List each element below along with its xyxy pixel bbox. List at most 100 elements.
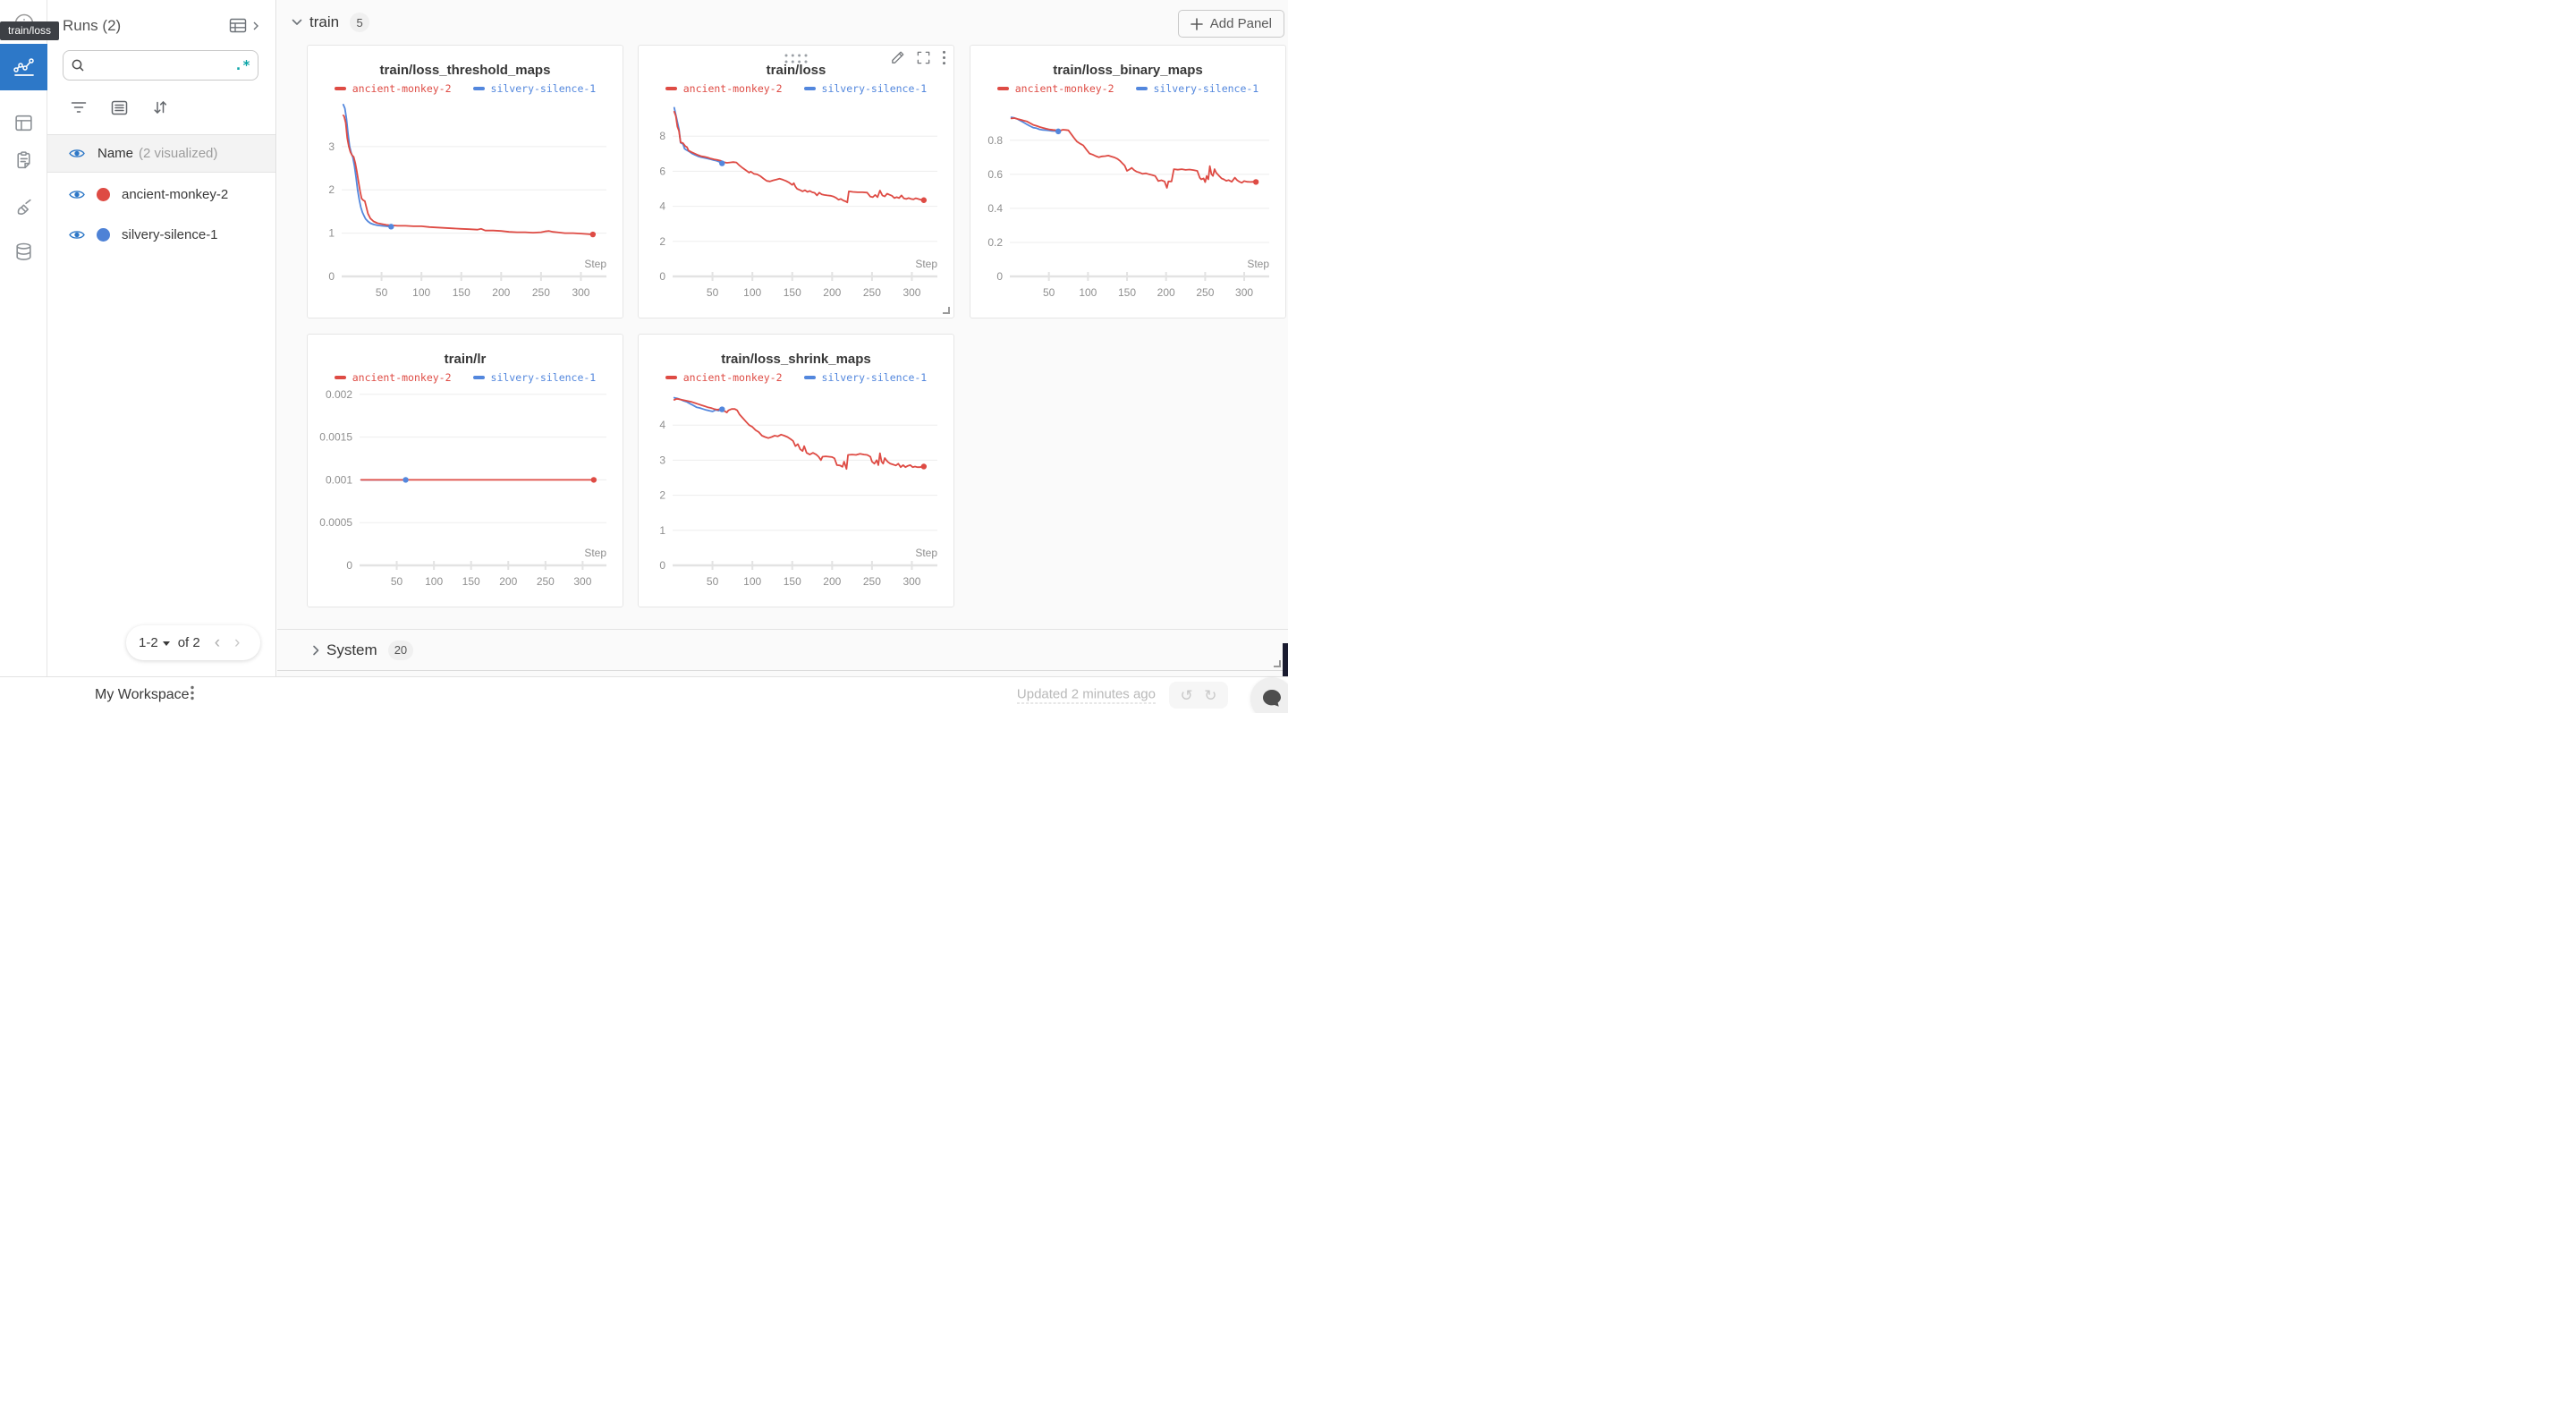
left-icon-rail bbox=[0, 0, 47, 676]
open-runs-table-button[interactable] bbox=[229, 17, 259, 35]
svg-text:8: 8 bbox=[659, 130, 665, 142]
sidebar-item-sweeps[interactable] bbox=[0, 184, 47, 231]
svg-text:2: 2 bbox=[328, 183, 335, 196]
visibility-eye-icon[interactable] bbox=[69, 229, 85, 241]
svg-text:100: 100 bbox=[743, 575, 761, 588]
caret-down-icon bbox=[162, 641, 170, 646]
svg-text:Step: Step bbox=[1247, 258, 1269, 270]
panel-train-loss-binary-maps: train/loss_binary_maps ancient-monkey-2 s… bbox=[970, 45, 1286, 318]
chevron-right-icon bbox=[313, 645, 319, 655]
chevron-down-icon bbox=[292, 19, 302, 25]
legend-run-name: silvery-silence-1 bbox=[821, 82, 928, 95]
legend-run-name: ancient-monkey-2 bbox=[352, 371, 452, 384]
svg-text:200: 200 bbox=[499, 575, 517, 588]
svg-text:200: 200 bbox=[1157, 286, 1175, 299]
kebab-menu-icon[interactable] bbox=[942, 50, 946, 65]
svg-text:50: 50 bbox=[707, 575, 719, 588]
chart-plot[interactable]: 0 1 2 3 50 100 150 200 250 300 Step bbox=[308, 96, 624, 316]
help-chat-button[interactable] bbox=[1250, 677, 1288, 713]
edit-pencil-icon[interactable] bbox=[890, 50, 905, 65]
legend-color-dash bbox=[1135, 87, 1148, 90]
svg-text:50: 50 bbox=[1043, 286, 1055, 299]
train-section-toggle[interactable]: train 5 bbox=[292, 13, 370, 32]
page-range-dropdown[interactable]: 1-2 bbox=[139, 635, 158, 650]
section-resize-handle[interactable] bbox=[1274, 660, 1281, 667]
undo-button[interactable]: ↺ bbox=[1180, 686, 1193, 704]
svg-text:150: 150 bbox=[784, 575, 801, 588]
search-icon bbox=[72, 59, 84, 72]
visibility-eye-icon[interactable] bbox=[69, 189, 85, 200]
svg-text:200: 200 bbox=[492, 286, 510, 299]
regex-toggle[interactable]: .* bbox=[233, 56, 250, 73]
svg-text:1: 1 bbox=[659, 524, 665, 537]
legend-run-name: ancient-monkey-2 bbox=[682, 82, 783, 95]
visibility-all-eye-icon[interactable] bbox=[69, 148, 85, 159]
filter-icon[interactable] bbox=[71, 100, 87, 115]
svg-text:0.0005: 0.0005 bbox=[319, 516, 352, 529]
columns-icon[interactable] bbox=[111, 100, 128, 115]
run-search-box: .* bbox=[63, 50, 258, 81]
runs-table-icon bbox=[229, 18, 247, 33]
chart-legend: ancient-monkey-2 silvery-silence-1 bbox=[308, 81, 623, 96]
sort-icon[interactable] bbox=[152, 99, 168, 115]
panel-resize-handle[interactable] bbox=[943, 307, 950, 314]
svg-text:Step: Step bbox=[584, 547, 606, 559]
legend-run-name: silvery-silence-1 bbox=[1153, 82, 1259, 95]
svg-text:50: 50 bbox=[391, 575, 403, 588]
legend-entry: ancient-monkey-2 bbox=[665, 82, 783, 95]
add-panel-label: Add Panel bbox=[1209, 16, 1272, 31]
legend-color-dash bbox=[665, 87, 677, 90]
train-panel-count-badge: 5 bbox=[350, 13, 370, 32]
legend-color-dash bbox=[472, 376, 485, 379]
legend-color-dash bbox=[334, 87, 346, 90]
legend-color-dash bbox=[665, 376, 677, 379]
legend-entry: ancient-monkey-2 bbox=[665, 371, 783, 384]
svg-text:150: 150 bbox=[1118, 286, 1136, 299]
sidebar-item-charts[interactable] bbox=[0, 44, 47, 90]
svg-text:150: 150 bbox=[453, 286, 470, 299]
run-name-label: silvery-silence-1 bbox=[122, 227, 218, 242]
next-page-button[interactable]: › bbox=[234, 633, 241, 652]
database-icon bbox=[16, 242, 31, 260]
svg-text:300: 300 bbox=[902, 286, 920, 299]
legend-entry: silvery-silence-1 bbox=[472, 371, 596, 384]
workspace-menu-kebab-icon[interactable] bbox=[191, 685, 194, 705]
chat-bubble-icon bbox=[1263, 690, 1281, 707]
redo-button[interactable]: ↻ bbox=[1204, 686, 1217, 704]
run-search-input[interactable] bbox=[85, 58, 234, 72]
add-panel-button[interactable]: Add Panel bbox=[1177, 10, 1284, 38]
panel-train-loss-threshold-maps: train/loss_threshold_maps ancient-monkey… bbox=[307, 45, 623, 318]
system-section-toggle[interactable]: System 20 bbox=[277, 629, 1288, 671]
svg-text:100: 100 bbox=[1079, 286, 1097, 299]
chart-plot[interactable]: 0 0.2 0.4 0.6 0.8 50 100 150 200 250 300 Step bbox=[970, 96, 1287, 316]
sidebar-item-tables[interactable] bbox=[0, 99, 47, 146]
prev-page-button[interactable]: ‹ bbox=[214, 633, 221, 652]
last-updated-label[interactable]: Updated 2 minutes ago bbox=[1016, 686, 1156, 704]
legend-run-name: ancient-monkey-2 bbox=[352, 82, 452, 95]
run-row-silvery-silence-1[interactable]: silvery-silence-1 bbox=[47, 215, 275, 255]
svg-text:0.001: 0.001 bbox=[326, 473, 352, 486]
chart-plot[interactable]: 0 2 4 6 8 50 100 150 200 250 300 Step bbox=[639, 96, 955, 316]
sidebar-item-logs[interactable] bbox=[0, 136, 47, 182]
svg-text:0: 0 bbox=[328, 270, 335, 283]
sidebar-item-artifacts[interactable] bbox=[0, 228, 47, 275]
svg-text:3: 3 bbox=[328, 140, 335, 153]
svg-text:300: 300 bbox=[572, 286, 589, 299]
broom-icon bbox=[17, 199, 31, 215]
legend-entry: silvery-silence-1 bbox=[803, 371, 927, 384]
svg-text:300: 300 bbox=[1235, 286, 1253, 299]
svg-text:0: 0 bbox=[996, 270, 1003, 283]
panels-workspace: train 5 Add Panel train/loss_threshold_m… bbox=[277, 0, 1288, 676]
run-row-ancient-monkey-2[interactable]: ancient-monkey-2 bbox=[47, 174, 275, 215]
svg-text:300: 300 bbox=[902, 575, 920, 588]
system-panel-count-badge: 20 bbox=[387, 640, 414, 660]
drag-handle-icon[interactable] bbox=[784, 52, 808, 68]
fullscreen-icon[interactable] bbox=[916, 50, 931, 65]
svg-text:300: 300 bbox=[573, 575, 591, 588]
chart-plot[interactable]: 0 1 2 3 4 50 100 150 200 250 300 Step bbox=[639, 385, 955, 605]
table-icon bbox=[15, 115, 32, 131]
svg-text:0.002: 0.002 bbox=[326, 388, 352, 401]
svg-text:0.8: 0.8 bbox=[987, 134, 1003, 147]
chart-plot[interactable]: 0 0.0005 0.001 0.0015 0.002 50 100 150 200 250 300… bbox=[308, 385, 624, 605]
train-section-label: train bbox=[309, 13, 340, 30]
